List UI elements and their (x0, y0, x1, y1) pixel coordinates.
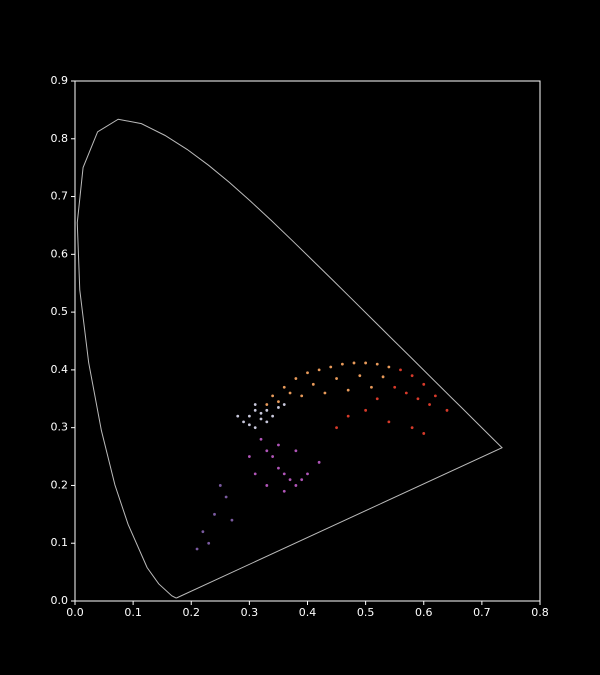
chromaticity-point (277, 443, 280, 447)
chromaticity-point (300, 478, 304, 482)
chromaticity-point (445, 408, 449, 412)
x-tick-label: 0.8 (531, 606, 549, 619)
chromaticity-point (387, 420, 391, 424)
chromaticity-point (201, 530, 205, 534)
chromaticity-point (399, 368, 402, 372)
chromaticity-point (282, 385, 286, 389)
chromaticity-point (230, 518, 234, 522)
x-tick-label: 0.5 (357, 606, 375, 619)
chromaticity-point (271, 394, 275, 398)
chromaticity-point (253, 472, 257, 476)
chromaticity-point (375, 362, 379, 366)
chromaticity-point (335, 426, 338, 430)
chromaticity-point (393, 385, 397, 389)
x-tick-label: 0.0 (66, 606, 84, 619)
x-tick-label: 0.7 (473, 606, 491, 619)
chromaticity-point (207, 541, 211, 545)
chromaticity-point (271, 455, 275, 458)
chromaticity-point (277, 400, 280, 404)
chromaticity-point (352, 361, 356, 365)
chromaticity-point (317, 368, 321, 372)
y-tick-label: 0.0 (51, 594, 69, 607)
chromaticity-point (370, 385, 373, 389)
y-tick-label: 0.5 (51, 305, 69, 318)
chromaticity-point (288, 391, 292, 395)
chromaticity-point (277, 406, 280, 409)
chromaticity-point (253, 408, 257, 412)
chromaticity-point (329, 365, 333, 369)
chromaticity-point (294, 484, 298, 487)
chromaticity-point (247, 423, 251, 427)
chromaticity-point (265, 449, 269, 453)
chromaticity-point (259, 437, 263, 441)
chromaticity-point (346, 414, 350, 418)
y-tick-label: 0.7 (51, 190, 69, 203)
chromaticity-point (213, 512, 216, 516)
chromaticity-point (265, 408, 269, 412)
chromaticity-point (259, 411, 263, 415)
chromaticity-point (247, 414, 251, 418)
chromaticity-point (364, 361, 368, 365)
x-tick-label: 0.1 (124, 606, 142, 619)
y-tick-label: 0.4 (51, 363, 69, 376)
chromaticity-point (282, 472, 286, 476)
chromaticity-point (387, 365, 391, 369)
chromaticity-point (265, 403, 269, 406)
chromaticity-point (416, 397, 420, 401)
chromaticity-point (375, 397, 379, 401)
chromaticity-point (410, 374, 414, 378)
y-tick-label: 0.9 (51, 74, 69, 87)
chromaticity-point (317, 460, 321, 464)
chromaticity-point (306, 371, 309, 375)
chromaticity-point (381, 375, 385, 379)
x-tick-label: 0.6 (415, 606, 433, 619)
x-tick-label: 0.4 (299, 606, 317, 619)
chromaticity-point (294, 377, 298, 380)
chromaticity-point (242, 420, 245, 424)
chromaticity-point (340, 362, 344, 366)
chromaticity-point (253, 426, 257, 430)
chromaticity-point (300, 394, 304, 398)
chromaticity-point (218, 484, 222, 487)
chromaticity-point (294, 449, 298, 453)
plot-frame (74, 80, 541, 602)
chromaticity-point (311, 382, 315, 386)
chromaticity-point (236, 414, 240, 418)
y-tick-label: 0.3 (51, 421, 69, 434)
chromaticity-point (428, 403, 431, 406)
chromaticity-point (358, 374, 362, 378)
chromaticity-point (335, 377, 338, 380)
chromaticity-point (277, 466, 280, 470)
x-tick-label: 0.2 (183, 606, 201, 619)
x-tick-label: 0.3 (241, 606, 259, 619)
y-tick-label: 0.2 (51, 478, 69, 491)
chromaticity-point (195, 547, 199, 551)
y-tick-label: 0.6 (51, 247, 69, 260)
chromaticity-point (265, 420, 269, 424)
chromaticity-point (247, 455, 251, 458)
chromaticity-point (422, 382, 426, 386)
spectral-locus (76, 118, 503, 599)
chromaticity-point (422, 432, 426, 435)
chromaticity-point (288, 478, 292, 482)
chromaticity-point (282, 403, 286, 406)
chromaticity-point (253, 403, 257, 406)
chromaticity-point (404, 391, 408, 395)
chromaticity-point (364, 408, 368, 412)
chromaticity-point (282, 489, 286, 493)
chromaticity-point (306, 472, 309, 476)
y-tick-label: 0.8 (51, 132, 69, 145)
chromaticity-point (224, 495, 228, 499)
chromaticity-point (346, 388, 350, 392)
chromaticity-point (410, 426, 414, 430)
chromaticity-point (271, 414, 275, 418)
chromaticity-point (265, 484, 269, 487)
chromaticity-point (259, 417, 263, 421)
y-tick-label: 0.1 (51, 536, 69, 549)
chromaticity-point (323, 391, 327, 395)
chromaticity-point (433, 394, 437, 398)
